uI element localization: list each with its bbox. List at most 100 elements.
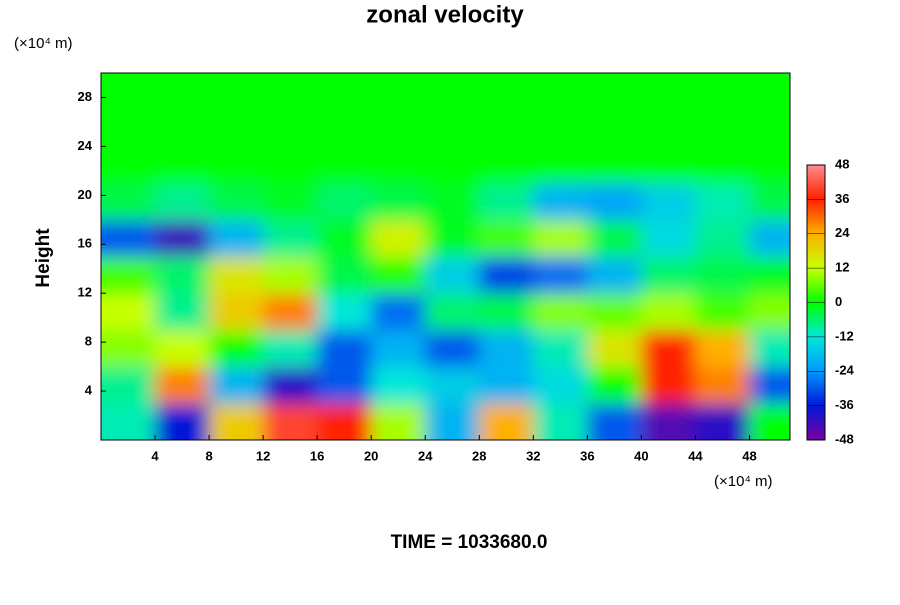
- field-cell: [263, 256, 318, 294]
- field-cell: [209, 73, 264, 111]
- field-cell: [641, 256, 696, 294]
- y-tick-label: 20: [78, 187, 92, 202]
- footer: TIME = 1033680.0: [391, 532, 548, 553]
- field-cell: [263, 219, 318, 257]
- x-tick-label: 40: [634, 448, 648, 463]
- field-cell: [749, 219, 790, 257]
- field-cell: [479, 73, 534, 111]
- y-tick-label: 8: [85, 334, 92, 349]
- field-cell: [695, 73, 750, 111]
- x-tick-label: 16: [310, 448, 324, 463]
- field-cell: [317, 403, 372, 440]
- field-cell: [317, 183, 372, 221]
- field-cell: [101, 146, 156, 184]
- field-cell: [101, 109, 156, 147]
- field-cell: [101, 256, 156, 294]
- colorbar-tick-label: 0: [835, 294, 842, 309]
- field-cell: [371, 219, 426, 257]
- field-cell: [425, 219, 480, 257]
- x-tick-label: 44: [688, 448, 703, 463]
- field-cell: [155, 366, 210, 404]
- field-cell: [371, 146, 426, 184]
- field-cell: [533, 366, 588, 404]
- field-cell: [263, 73, 318, 111]
- field-cell: [587, 293, 642, 331]
- field-cell: [101, 403, 156, 440]
- field-cell: [533, 183, 588, 221]
- field-cell: [749, 329, 790, 368]
- field-cell: [587, 109, 642, 147]
- field-cell: [641, 366, 696, 404]
- x-tick-label: 24: [418, 448, 433, 463]
- field-cell: [371, 256, 426, 294]
- y-tick-label: 28: [78, 89, 92, 104]
- field-cell: [263, 109, 318, 147]
- field-cell: [695, 403, 750, 440]
- field-cell: [371, 183, 426, 221]
- field-cell: [479, 256, 534, 294]
- field-cell: [695, 329, 750, 368]
- field-cell: [263, 293, 318, 331]
- field-cell: [587, 403, 642, 440]
- field-cell: [695, 219, 750, 257]
- colorbar-tick-label: -48: [835, 431, 854, 446]
- field-cell: [587, 366, 642, 404]
- field-cell: [479, 183, 534, 221]
- field-cell: [155, 329, 210, 368]
- field-cell: [155, 183, 210, 221]
- field-cell: [641, 293, 696, 331]
- field-cell: [425, 183, 480, 221]
- field-cell: [695, 256, 750, 294]
- field-cell: [695, 146, 750, 184]
- colorbar-tick-label: -12: [835, 328, 854, 343]
- colorbar-tick-label: 24: [835, 225, 850, 240]
- field-cell: [749, 109, 790, 147]
- field-cell: [371, 403, 426, 440]
- field-cell: [425, 293, 480, 331]
- x-tick-label: 32: [526, 448, 540, 463]
- field-cell: [425, 329, 480, 368]
- field-cell: [209, 366, 264, 404]
- field-cell: [209, 183, 264, 221]
- colorbar-tick-label: 12: [835, 260, 849, 275]
- field-cell: [587, 256, 642, 294]
- field-cell: [587, 146, 642, 184]
- field-cell: [479, 403, 534, 440]
- y-tick-label: 24: [78, 138, 93, 153]
- colorbar-tick-label: -36: [835, 397, 854, 412]
- colorbar-tick-label: 48: [835, 156, 849, 171]
- field-cell: [155, 73, 210, 111]
- field-cell: [641, 183, 696, 221]
- field-cell: [587, 183, 642, 221]
- cells: [101, 73, 790, 440]
- field-cell: [479, 366, 534, 404]
- field-cell: [533, 73, 588, 111]
- field-cell: [533, 146, 588, 184]
- field-cell: [533, 109, 588, 147]
- x-tick-label: 48: [742, 448, 756, 463]
- colorbar-tick-label: 36: [835, 191, 849, 206]
- field-cell: [479, 109, 534, 147]
- field-cell: [371, 109, 426, 147]
- field-cell: [317, 256, 372, 294]
- field-cell: [317, 146, 372, 184]
- field-cell: [155, 109, 210, 147]
- field-cell: [371, 73, 426, 111]
- field-cell: [425, 109, 480, 147]
- field-cell: [317, 366, 372, 404]
- field-cell: [533, 403, 588, 440]
- x-tick-label: 12: [256, 448, 270, 463]
- x-tick-label: 8: [205, 448, 212, 463]
- field-cell: [101, 366, 156, 404]
- field-cell: [263, 366, 318, 404]
- field-cell: [155, 256, 210, 294]
- field-cell: [317, 109, 372, 147]
- field-cell: [533, 219, 588, 257]
- field-cell: [209, 109, 264, 147]
- field-cell: [641, 109, 696, 147]
- field-cell: [749, 403, 790, 440]
- y-axis-label: Height: [33, 228, 54, 288]
- field-cell: [425, 256, 480, 294]
- field-cell: [101, 293, 156, 331]
